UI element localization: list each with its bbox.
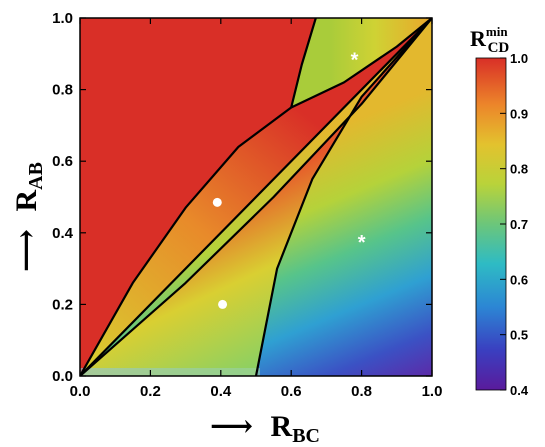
y-axis-arrow: ⟶ <box>10 229 43 272</box>
saturated-region <box>80 18 316 376</box>
y-tick-label: 0.4 <box>52 225 74 242</box>
x-tick-label: 0.4 <box>210 383 232 400</box>
x-axis-title: ⟶ RBC <box>210 410 320 447</box>
marker-dot-1 <box>218 299 228 309</box>
colorbar-label-sup: min <box>486 24 508 39</box>
curve-diagonal <box>80 18 432 376</box>
colorbar-tick-label: 0.7 <box>510 217 528 232</box>
x-axis-sub: BC <box>292 425 320 447</box>
heatmap-top-right-region <box>291 18 432 108</box>
colorbar-tick-label: 0.4 <box>510 383 529 398</box>
x-tick-label: 0.2 <box>140 383 161 400</box>
x-tick-label: 0.0 <box>70 383 91 400</box>
heatmap-middle-region <box>80 18 432 376</box>
marker-dot-0 <box>212 197 222 207</box>
colorbar-tick-label: 0.5 <box>510 328 528 343</box>
x-axis-ticks: 0.0 0.2 0.4 0.6 0.8 1.0 <box>70 18 443 400</box>
y-axis-title: ⟶ RAB <box>10 162 47 272</box>
colorbar-tick-label: 0.8 <box>510 162 528 177</box>
curve-upper-right-curve <box>290 18 432 109</box>
y-tick-label: 1.0 <box>52 10 73 27</box>
plot-frame <box>79 17 433 377</box>
colorbar-label-base: R <box>470 26 487 51</box>
colorbar-label: Rmin CD <box>470 24 509 56</box>
y-axis-ticks: 0.0 0.2 0.4 0.6 0.8 1.0 <box>52 10 432 385</box>
y-tick-label: 0.2 <box>52 296 73 313</box>
curve-right-curve <box>254 18 432 376</box>
boundary-curves <box>80 18 432 376</box>
y-tick-label: 0.8 <box>52 82 73 99</box>
colorbar: Rmin CD 0.4 0.5 0.6 0.7 0.8 0.9 1.0 <box>470 24 529 398</box>
marker-star-2: * <box>351 49 359 71</box>
x-axis-arrow: ⟶ <box>210 410 253 443</box>
colorbar-ticks: 0.4 0.5 0.6 0.7 0.8 0.9 1.0 <box>500 51 529 398</box>
colorbar-tick-label: 0.6 <box>510 272 528 287</box>
markers: ** <box>212 49 366 309</box>
x-tick-label: 1.0 <box>422 383 443 400</box>
x-tick-label: 0.8 <box>351 383 372 400</box>
y-tick-label: 0.6 <box>52 153 73 170</box>
colorbar-tick-label: 0.9 <box>510 106 528 121</box>
curve-upper-boundary <box>80 106 292 376</box>
x-tick-label: 0.6 <box>281 383 302 400</box>
colorbar-label-sub: CD <box>488 40 510 56</box>
curve-kink-segment <box>290 18 317 108</box>
curve-lower-curve <box>80 18 432 376</box>
y-tick-label: 0.0 <box>52 368 73 385</box>
marker-star-3: * <box>358 232 366 254</box>
x-axis-base: R <box>271 410 293 443</box>
y-axis-sub: AB <box>25 162 47 190</box>
colorbar-tick-label: 1.0 <box>510 51 528 66</box>
y-axis-base: R <box>10 189 43 211</box>
heatmap-bottom-strip <box>80 368 260 376</box>
